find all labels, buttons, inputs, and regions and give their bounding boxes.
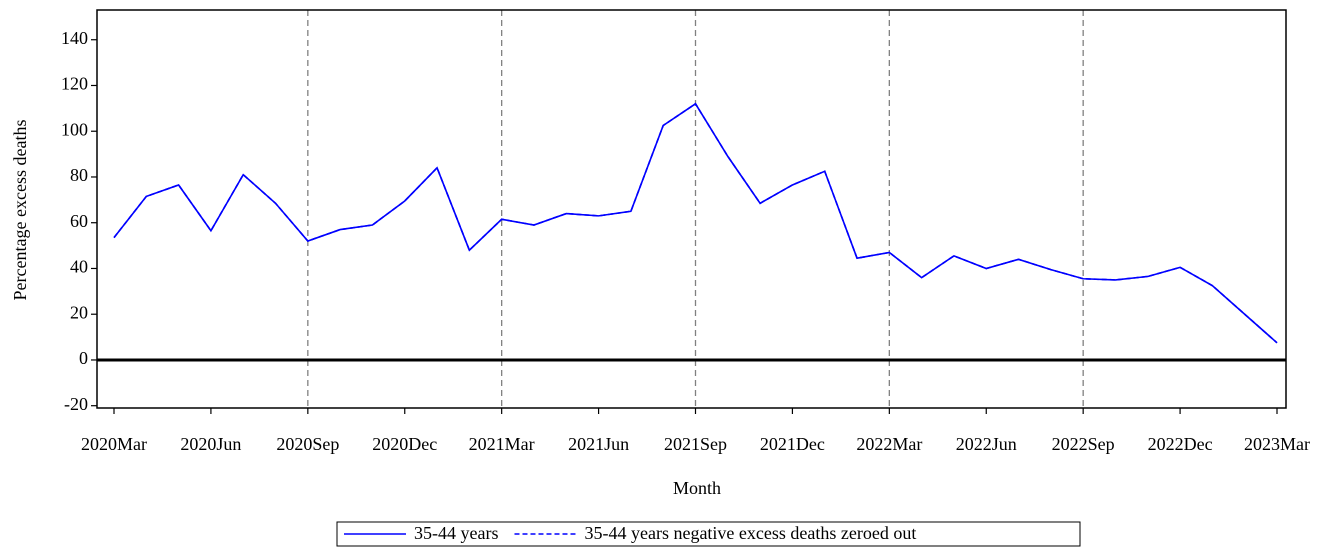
x-tick-label: 2020Mar: [81, 434, 147, 454]
plot-frame: [96, 9, 1287, 409]
y-tick-label: 20: [70, 302, 88, 322]
y-tick-label: 100: [61, 119, 88, 139]
x-tick-label: 2021Dec: [760, 434, 825, 454]
y-tick-label: 0: [79, 348, 88, 368]
y-tick-label: 120: [61, 74, 88, 94]
x-axis-label: Month: [673, 478, 721, 498]
y-tick-label: 140: [61, 28, 88, 48]
y-tick-label: -20: [64, 394, 88, 414]
data-line: [113, 102, 1278, 344]
x-tick-label: 2022Jun: [956, 434, 1017, 454]
y-axis-label: Percentage excess deaths: [10, 120, 30, 301]
x-tick-label: 2020Sep: [276, 434, 339, 454]
legend-label: 35-44 years negative excess deaths zeroe…: [584, 523, 916, 543]
x-tick-label: 2023Mar: [1244, 434, 1310, 454]
x-tick-label: 2021Sep: [664, 434, 727, 454]
x-tick-label: 2022Mar: [856, 434, 922, 454]
legend-box: [336, 521, 1081, 547]
y-tick-label: 80: [70, 165, 88, 185]
y-tick-label: 60: [70, 211, 88, 231]
x-tick-label: 2021Jun: [568, 434, 629, 454]
x-tick-label: 2020Jun: [180, 434, 241, 454]
x-tick-label: 2021Mar: [469, 434, 535, 454]
x-tick-label: 2022Dec: [1148, 434, 1213, 454]
y-tick-label: 40: [70, 257, 88, 277]
x-tick-label: 2022Sep: [1052, 434, 1115, 454]
legend-label: 35-44 years: [414, 523, 498, 543]
x-tick-label: 2020Dec: [372, 434, 437, 454]
